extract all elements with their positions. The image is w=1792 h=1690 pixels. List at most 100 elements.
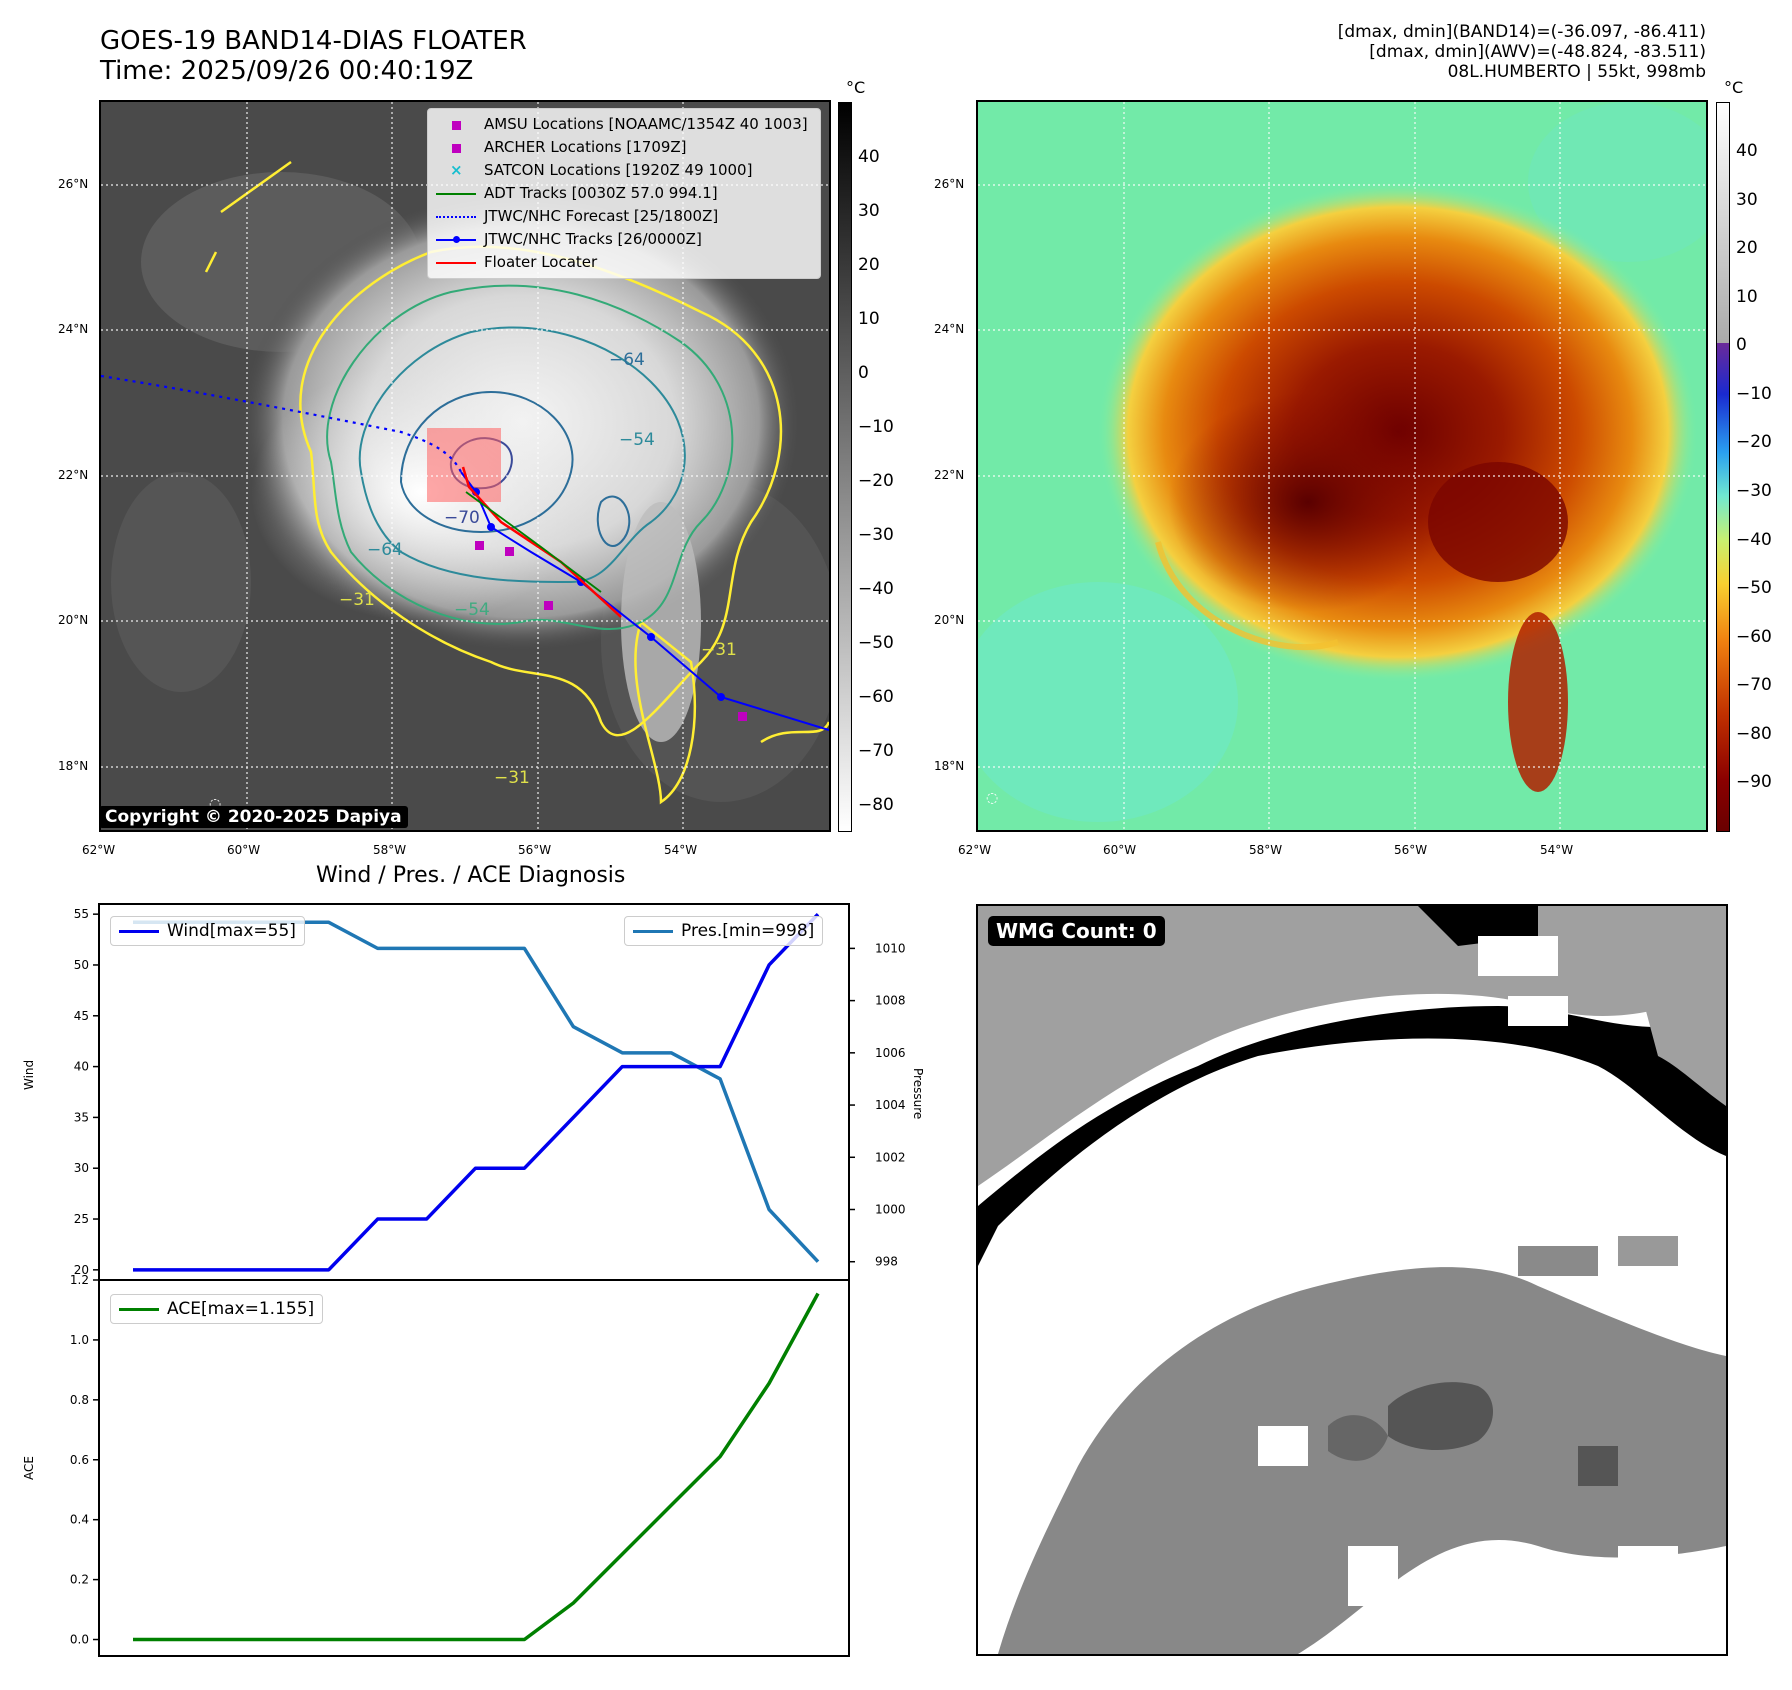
ir-colorbar-tick: −30 — [858, 525, 894, 545]
ir-colorbar-tick: −40 — [858, 579, 894, 599]
awv-lon-label: 62°W — [958, 843, 992, 857]
ace-line-icon — [119, 1301, 159, 1317]
pressure-line-icon — [633, 923, 673, 939]
legend-label: SATCON Locations [1920Z 49 1000] — [484, 161, 753, 179]
figure-info: [dmax, dmin](BAND14)=(-36.097, -86.411) … — [1338, 22, 1706, 82]
ir-lat-label: 22°N — [58, 468, 89, 482]
line-dot-icon — [436, 232, 476, 248]
pressure-series-line — [133, 920, 820, 1263]
ir-colorbar-tick: −80 — [858, 795, 894, 815]
awv-colorbar-tick: −30 — [1736, 481, 1772, 501]
contour-label: −54 — [619, 430, 655, 450]
awv-map-panel: ◌ — [976, 100, 1708, 832]
wind-series-line — [133, 912, 820, 1272]
ir-colorbar-unit: °C — [846, 78, 866, 97]
contour-label: −64 — [609, 350, 645, 370]
ace-tick-label: 1.2 — [70, 1273, 89, 1287]
awv-colorbar-unit: °C — [1724, 78, 1744, 97]
legend-item-floater: Floater Locater — [436, 251, 812, 274]
legend-item-adt: ADT Tracks [0030Z 57.0 994.1] — [436, 182, 812, 205]
awv-lat-label: 18°N — [934, 759, 965, 773]
line-marker-icon — [436, 255, 476, 271]
awv-colorbar-tick: 0 — [1736, 335, 1747, 355]
pressure-tick-label: 1008 — [875, 994, 906, 1008]
dotted-line-icon — [436, 209, 476, 225]
ir-colorbar — [838, 102, 852, 832]
ir-colorbar-tick: −60 — [858, 687, 894, 707]
pressure-tick-label: 1002 — [875, 1150, 906, 1164]
figure-title-line2: Time: 2025/09/26 00:40:19Z — [100, 56, 474, 86]
ir-colorbar-tick: −50 — [858, 633, 894, 653]
ace-legend-label: ACE[max=1.155] — [167, 1299, 315, 1319]
legend-item-forecast: JTWC/NHC Forecast [25/1800Z] — [436, 205, 812, 228]
ir-lon-label: 58°W — [373, 843, 407, 857]
awv-lon-label: 60°W — [1103, 843, 1137, 857]
wind-tick-label: 40 — [74, 1060, 89, 1074]
awv-colorbar-tick: −40 — [1736, 530, 1772, 550]
pressure-tick-label: 1004 — [875, 1098, 906, 1112]
ir-map-panel: ◌ — [99, 100, 831, 832]
awv-lon-label: 54°W — [1540, 843, 1574, 857]
ir-lat-label: 26°N — [58, 177, 89, 191]
ace-tick-label: 0.2 — [70, 1573, 89, 1587]
awv-colorbar-tick: 30 — [1736, 190, 1758, 210]
wind-axis-title: Wind — [22, 1059, 36, 1090]
ace-tick-label: 0.8 — [70, 1393, 89, 1407]
ir-legend: AMSU Locations [NOAAMC/1354Z 40 1003] AR… — [427, 108, 821, 279]
awv-colorbar-tick: −80 — [1736, 724, 1772, 744]
awv-lat-label: 22°N — [934, 468, 965, 482]
ir-lat-label: 24°N — [58, 322, 89, 336]
square-marker-icon — [436, 140, 476, 156]
contour-label: −54 — [454, 600, 490, 620]
awv-colorbar-tick: −70 — [1736, 675, 1772, 695]
ir-lon-label: 54°W — [664, 843, 698, 857]
wind-legend: Wind[max=55] — [110, 916, 305, 946]
contour-label: −31 — [701, 640, 737, 660]
ir-colorbar-tick: 10 — [858, 309, 880, 329]
ir-colorbar-tick: 20 — [858, 255, 880, 275]
figure-title-line1: GOES-19 BAND14-DIAS FLOATER — [100, 26, 527, 56]
legend-label: AMSU Locations [NOAAMC/1354Z 40 1003] — [484, 115, 808, 133]
ace-tick-label: 0.4 — [70, 1513, 89, 1527]
info-awv-range: [dmax, dmin](AWV)=(-48.824, -83.511) — [1369, 42, 1706, 62]
wind-pressure-axes — [98, 903, 850, 1281]
ir-contour-labels: −31 −54 −64 −70 −31 −31 −64 −54 — [99, 100, 831, 832]
pressure-legend: Pres.[min=998] — [624, 916, 824, 946]
wind-tick-label: 35 — [74, 1110, 89, 1124]
ir-lon-label: 62°W — [82, 843, 116, 857]
pressure-legend-label: Pres.[min=998] — [681, 921, 815, 941]
pressure-tick-label: 998 — [875, 1255, 898, 1269]
wmg-count-badge: WMG Count: 0 — [988, 916, 1165, 946]
line-marker-icon — [436, 186, 476, 202]
legend-item-satcon: × SATCON Locations [1920Z 49 1000] — [436, 159, 812, 182]
legend-label: JTWC/NHC Tracks [26/0000Z] — [484, 230, 702, 248]
wind-tick-label: 45 — [74, 1009, 89, 1023]
awv-map-image: ◌ — [978, 102, 1706, 830]
ace-legend: ACE[max=1.155] — [110, 1294, 324, 1324]
ace-axis-title: ACE — [22, 1456, 36, 1480]
wind-legend-label: Wind[max=55] — [167, 921, 296, 941]
contour-label: −31 — [339, 590, 375, 610]
ir-lat-label: 20°N — [58, 613, 89, 627]
square-marker-icon — [436, 117, 476, 133]
figure-title: GOES-19 BAND14-DIAS FLOATER Time: 2025/0… — [100, 26, 527, 86]
legend-item-tracks: JTWC/NHC Tracks [26/0000Z] — [436, 228, 812, 251]
wind-tick-label: 25 — [74, 1212, 89, 1226]
info-storm: 08L.HUMBERTO | 55kt, 998mb — [1447, 62, 1706, 82]
ir-colorbar-tick: 30 — [858, 201, 880, 221]
wind-tick-label: 55 — [74, 907, 89, 921]
legend-item-archer: ARCHER Locations [1709Z] — [436, 136, 812, 159]
awv-colorbar-tick: −10 — [1736, 384, 1772, 404]
ace-series-line — [133, 1292, 820, 1642]
ace-tick-label: 0.0 — [70, 1633, 89, 1647]
awv-lat-label: 24°N — [934, 322, 965, 336]
copyright-badge: Copyright © 2020-2025 Dapiya — [99, 806, 408, 828]
contour-label: −70 — [444, 508, 480, 528]
awv-colorbar — [1716, 102, 1730, 832]
ir-lon-label: 56°W — [518, 843, 552, 857]
ir-lon-label: 60°W — [227, 843, 261, 857]
legend-label: ADT Tracks [0030Z 57.0 994.1] — [484, 184, 718, 202]
ir-colorbar-tick: −20 — [858, 471, 894, 491]
ir-colorbar-tick: 0 — [858, 363, 869, 383]
ir-colorbar-ticks: 40 30 20 10 0 −10 −20 −30 −40 −50 −60 −7… — [858, 102, 918, 832]
